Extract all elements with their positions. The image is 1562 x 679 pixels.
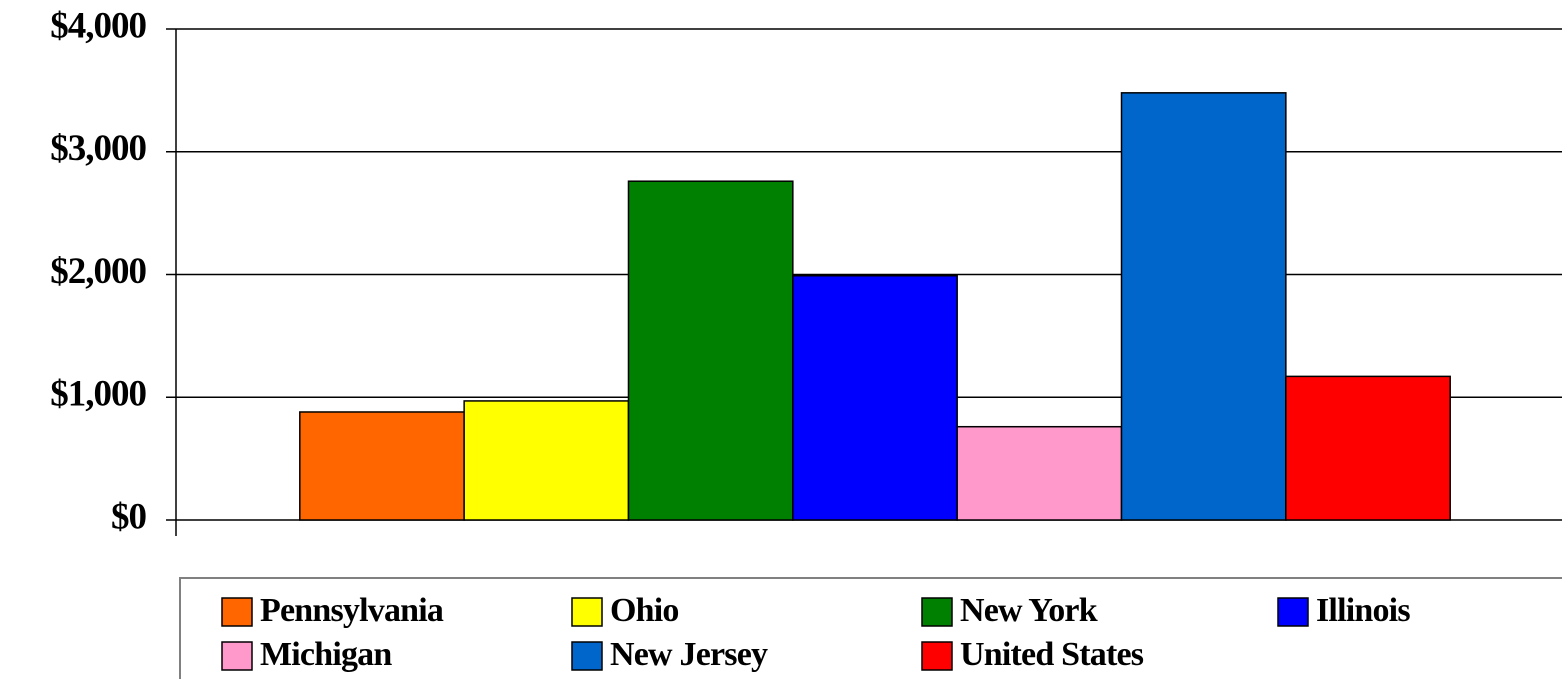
legend-swatch: [571, 641, 603, 671]
legend-swatch: [571, 597, 603, 627]
bar: [299, 411, 465, 521]
bar: [627, 180, 794, 521]
y-tick-label: $0: [111, 496, 147, 537]
legend-label: Pennsylvania: [260, 592, 444, 629]
bar: [1120, 92, 1287, 521]
legend-swatch: [921, 597, 953, 627]
bar: [792, 274, 958, 521]
legend-label: New Jersey: [610, 636, 768, 673]
bar: [956, 425, 1123, 521]
legend-label: Ohio: [610, 592, 679, 629]
legend-label: United States: [960, 636, 1144, 673]
legend-label: Michigan: [260, 636, 392, 673]
legend-box: [179, 577, 1562, 679]
y-tick-label: $1,000: [50, 374, 146, 415]
legend-swatch: [921, 641, 953, 671]
legend-label: New York: [960, 592, 1098, 629]
legend-swatch: [221, 597, 253, 627]
legend-swatch: [221, 641, 253, 671]
legend-label: Illinois: [1316, 592, 1410, 629]
bar: [463, 400, 630, 521]
bar: [1285, 375, 1451, 521]
legend-swatch: [1277, 597, 1309, 627]
y-tick-label: $4,000: [50, 5, 146, 46]
y-tick-label: $3,000: [50, 128, 146, 169]
y-tick-label: $2,000: [50, 251, 146, 292]
